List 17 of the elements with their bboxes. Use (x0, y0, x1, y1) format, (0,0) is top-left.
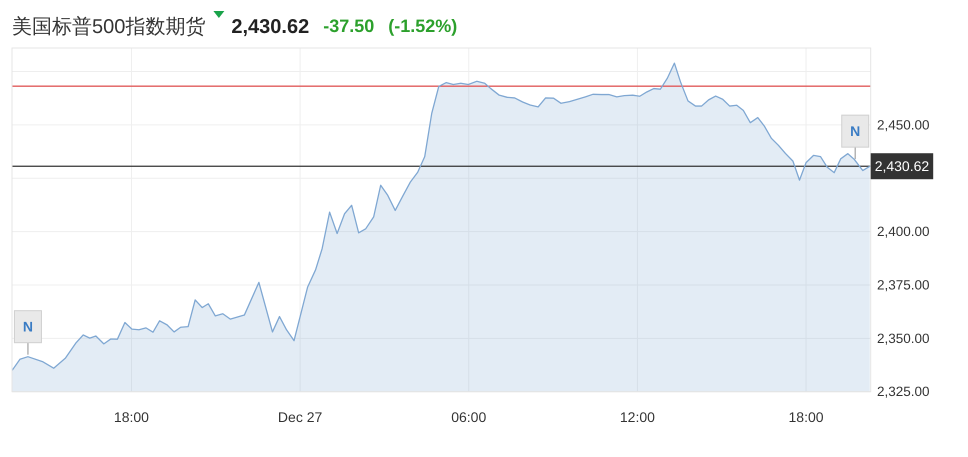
y-tick-label: 2,400.00 (877, 224, 930, 240)
text: -37.50 (323, 16, 374, 36)
x-tick-label: 18:00 (788, 409, 824, 425)
y-tick-label: 2,375.00 (877, 277, 930, 292)
x-tick-label: 06:00 (451, 409, 486, 425)
annotation: N (22, 318, 33, 335)
ref-line-label: 2,430.62 (874, 158, 930, 174)
y-tick-label: 2,325.00 (877, 384, 930, 400)
x-tick-label: 18:00 (114, 409, 150, 425)
y-tick-label: 2,350.00 (877, 330, 930, 346)
text: (-1.52%) (388, 16, 458, 36)
chart-subtitle: 2,430.62 (231, 16, 310, 38)
y-tick-label: 2,450.00 (877, 117, 930, 132)
x-tick-label: Dec 27 (278, 409, 322, 425)
annotation: N (850, 123, 860, 140)
chart-title: 美国标普500指数期货 (12, 15, 206, 38)
x-tick-label: 12:00 (620, 409, 656, 425)
